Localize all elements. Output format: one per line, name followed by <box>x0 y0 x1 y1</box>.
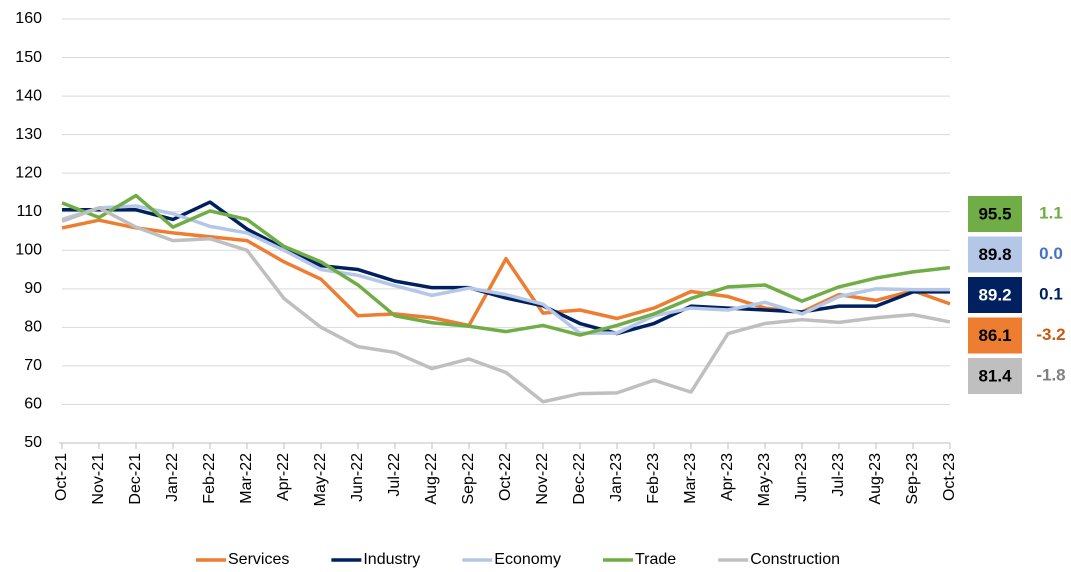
legend-label: Economy <box>494 551 561 568</box>
y-tick-label: 130 <box>15 126 42 143</box>
x-tick-label: Feb-23 <box>645 453 662 504</box>
end-label: 89.8 0.0 <box>968 236 1063 273</box>
y-tick-label: 140 <box>15 87 42 104</box>
y-tick-label: 50 <box>24 434 42 451</box>
y-tick-label: 60 <box>24 396 42 413</box>
x-tick-label: Mar-22 <box>238 453 255 504</box>
x-tick-label: Mar-23 <box>682 453 699 504</box>
x-tick-label: Aug-23 <box>867 453 884 505</box>
end-label-value: 89.8 <box>978 245 1011 264</box>
x-tick-label: Feb-22 <box>201 453 218 504</box>
end-label-change: 0.0 <box>1039 244 1063 263</box>
end-label-box <box>968 236 1022 273</box>
end-label-box <box>968 317 1022 354</box>
end-label-box <box>968 358 1022 394</box>
end-label-change: -1.8 <box>1036 365 1065 384</box>
y-tick-label: 110 <box>16 203 42 220</box>
x-tick-label: Sep-23 <box>904 453 921 505</box>
x-tick-label: Oct-21 <box>53 453 70 501</box>
y-tick-label: 150 <box>15 49 42 66</box>
x-tick-label: Jun-23 <box>793 453 810 502</box>
end-label-box <box>968 196 1022 232</box>
end-label: 95.5 1.1 <box>968 196 1063 232</box>
x-tick-label: Jan-23 <box>608 453 625 502</box>
series-line <box>61 206 951 404</box>
legend-label: Construction <box>750 551 840 568</box>
x-tick-label: Oct-22 <box>497 453 514 501</box>
y-tick-label: 160 <box>15 10 42 27</box>
end-label-value: 86.1 <box>978 326 1011 345</box>
series-line <box>61 204 950 335</box>
end-label-change: 0.1 <box>1039 284 1063 303</box>
legend-label: Services <box>228 551 289 568</box>
x-tick-label: Jul-22 <box>386 453 403 497</box>
x-tick-label: Jun-22 <box>349 453 366 502</box>
x-tick-label: May-22 <box>312 453 329 506</box>
x-tick-label: Dec-21 <box>127 453 144 505</box>
x-tick-label: Sep-22 <box>460 453 477 505</box>
y-tick-label: 70 <box>24 357 42 374</box>
end-label-change: -3.2 <box>1036 325 1065 344</box>
x-tick-label: Aug-22 <box>423 453 440 505</box>
x-tick-label: Apr-22 <box>275 453 292 501</box>
end-label: 86.1 -3.2 <box>968 317 1066 354</box>
legend-label: Industry <box>363 551 420 568</box>
series-line <box>61 193 951 337</box>
end-label: 89.2 0.1 <box>968 277 1063 313</box>
x-tick-label: Jul-23 <box>830 453 847 497</box>
end-label-box <box>968 277 1022 313</box>
y-tick-label: 100 <box>15 241 42 258</box>
y-tick-label: 90 <box>24 280 42 297</box>
x-tick-label: Nov-21 <box>90 453 107 505</box>
legend-label: Trade <box>635 551 676 568</box>
end-label: 81.4 -1.8 <box>968 358 1066 394</box>
y-tick-label: 120 <box>15 164 42 181</box>
end-label-value: 95.5 <box>978 204 1011 223</box>
end-label-change: 1.1 <box>1039 203 1063 222</box>
end-label-value: 81.4 <box>978 366 1012 385</box>
x-tick-label: Apr-23 <box>719 453 736 501</box>
x-tick-label: Dec-22 <box>571 453 588 505</box>
y-tick-label: 80 <box>24 319 42 336</box>
x-tick-label: Jan-22 <box>164 453 181 502</box>
x-tick-label: Oct-23 <box>941 453 958 501</box>
x-tick-label: Nov-22 <box>534 453 551 505</box>
x-tick-label: May-23 <box>756 453 773 506</box>
end-label-value: 89.2 <box>978 285 1011 304</box>
